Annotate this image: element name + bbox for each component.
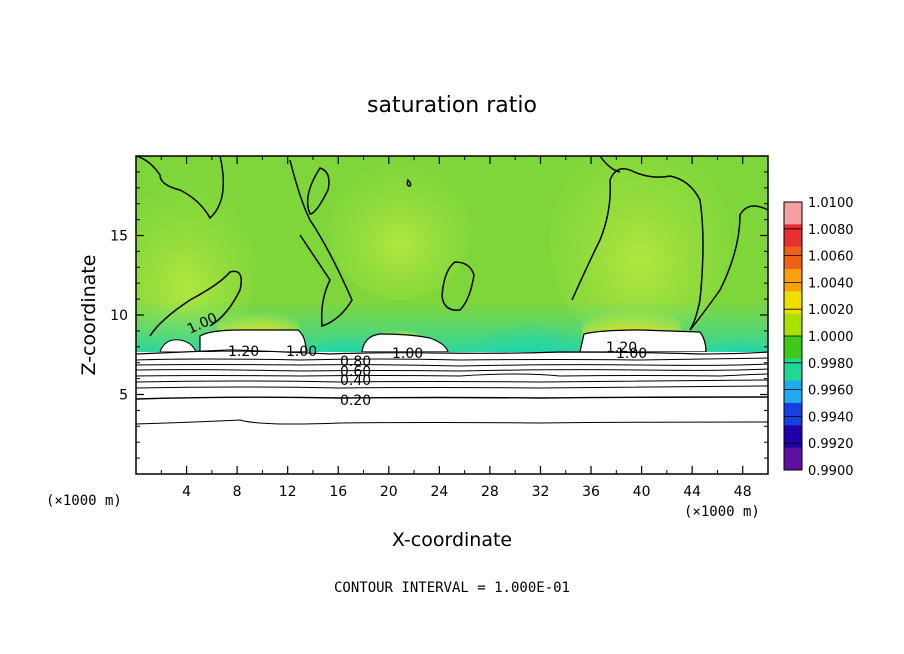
contour-label: 1.00 <box>392 346 423 362</box>
y-axis-ticks: 5 10 15 <box>110 171 768 459</box>
colorbar-swatch <box>784 380 802 404</box>
contour-interval-note: CONTOUR INTERVAL = 1.000E-01 <box>334 580 570 596</box>
colorbar-label: 1.0020 <box>808 303 854 318</box>
x-axis-label: X-coordinate <box>392 529 512 551</box>
colorbar-label: 1.0040 <box>808 276 854 291</box>
contour-lines <box>136 156 768 425</box>
contour-1.00-lower-left <box>136 349 768 355</box>
contour-1.00-topright <box>599 156 621 173</box>
colorbar-label: 1.0060 <box>808 250 854 265</box>
cloud-region-mid <box>361 333 449 353</box>
contour-0.70 <box>136 368 768 372</box>
colorbar-label: 0.9960 <box>808 384 854 399</box>
x-tick-label: 44 <box>683 484 701 500</box>
colorbar-swatch <box>784 403 802 426</box>
x-tick-label: 28 <box>481 484 499 500</box>
colorbar-swatch <box>784 269 802 292</box>
colorbar-label: 0.9940 <box>808 410 854 425</box>
x-tick-label: 40 <box>633 484 651 500</box>
y-axis-label: Z-coordinate <box>78 255 100 376</box>
y-tick-label: 10 <box>110 308 128 324</box>
x-tick-label: 12 <box>279 484 297 500</box>
field-warm-patch-mid <box>330 160 470 300</box>
contour-label: 0.80 <box>340 354 371 370</box>
colorbar-swatch <box>784 202 802 225</box>
x-axis-ticks: 4 8 12 16 20 24 28 32 36 40 44 48 <box>160 156 752 500</box>
colorbar-label: 0.9900 <box>808 464 854 479</box>
x-tick-label: 20 <box>380 484 398 500</box>
contour-1.00-right-boundary <box>571 168 704 331</box>
contour-label: 1.20 <box>606 340 637 356</box>
x-tick-label: 16 <box>329 484 347 500</box>
colorbar-swatch <box>784 336 802 359</box>
x-unit-label-left: (×1000 m) <box>46 493 122 509</box>
contour-0.60 <box>136 373 768 377</box>
colorbar-swatch <box>784 224 802 248</box>
contour-0.30 <box>136 396 768 400</box>
contour-0.90 <box>136 357 768 361</box>
colorbar-swatch <box>784 425 802 449</box>
cloud-region-right <box>579 329 707 353</box>
x-unit-label-right: (×1000 m) <box>684 504 760 520</box>
contour-label: 1.20 <box>228 344 259 360</box>
cloud-region-left <box>199 329 307 353</box>
contour-label: 0.20 <box>340 393 371 409</box>
colorbar-swatch <box>784 246 802 270</box>
x-tick-label: 24 <box>430 484 448 500</box>
colorbar-label: 1.0000 <box>808 330 854 345</box>
contour-1.00-blob-small <box>406 178 412 187</box>
x-tick-label: 8 <box>233 484 242 500</box>
colorbar-label: 0.9920 <box>808 437 854 452</box>
cloud-region-lower <box>136 352 768 474</box>
x-tick-label: 36 <box>582 484 600 500</box>
contour-1.00-left-boundary <box>136 156 225 220</box>
colorbar-swatch <box>784 313 802 337</box>
x-tick-label: 32 <box>532 484 550 500</box>
y-tick-label: 15 <box>110 229 128 245</box>
contour-label: 0.60 <box>340 364 371 380</box>
contour-0.80 <box>136 363 768 367</box>
contour-1.00-blob-center <box>441 261 475 311</box>
contour-label: 1.00 <box>286 344 317 360</box>
contour-1.00-blob-top <box>306 167 330 215</box>
chart-title: saturation ratio <box>367 93 537 118</box>
colorbar-label: 0.9980 <box>808 357 854 372</box>
contour-1.00-edge-right <box>689 205 768 331</box>
colorbar-swatch <box>784 358 802 382</box>
contour-label-group: 1.00 1.20 1.00 0.80 0.60 0.40 0.20 1.00 … <box>185 310 647 409</box>
contour-label: 0.40 <box>340 373 371 389</box>
contour-0.50 <box>136 379 768 383</box>
colorbar-label: 1.0100 <box>808 196 854 211</box>
x-tick-label: 48 <box>734 484 752 500</box>
contour-1.00-upper-left <box>289 159 353 328</box>
colorbar-swatch <box>784 447 802 471</box>
cloud-region-left-edge <box>159 339 197 353</box>
contour-0.20 <box>136 419 768 425</box>
colorbar-swatch <box>784 291 802 315</box>
contour-0.40 <box>136 385 768 389</box>
contour-label: 1.00 <box>616 346 647 362</box>
contour-1.00-arch-left <box>149 270 242 337</box>
colorbar: 1.0100 1.0080 1.0060 1.0040 1.0020 1.0000 0.99… <box>783 196 854 479</box>
colorbar-label: 1.0080 <box>808 223 854 238</box>
plot-area: 1.00 1.20 1.00 0.80 0.60 0.40 0.20 1.00 … <box>136 156 768 474</box>
y-tick-label: 5 <box>119 388 128 404</box>
x-tick-label: 4 <box>182 484 191 500</box>
